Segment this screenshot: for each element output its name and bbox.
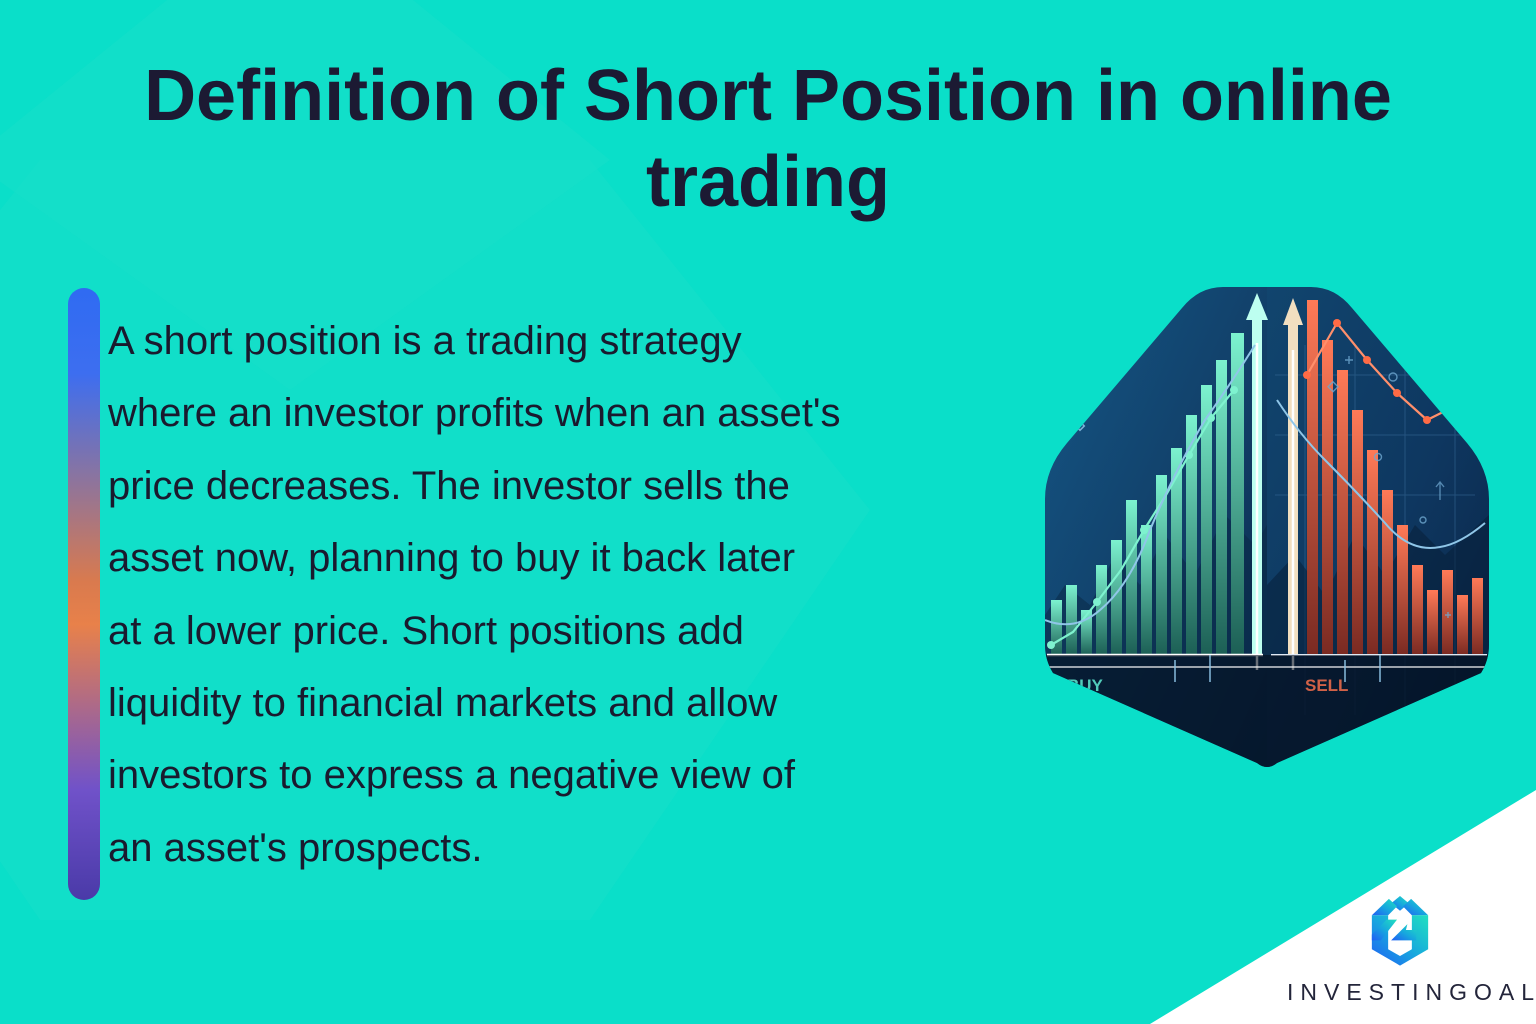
svg-text:BUY: BUY	[1067, 676, 1104, 695]
svg-text:SELL: SELL	[1305, 676, 1348, 695]
